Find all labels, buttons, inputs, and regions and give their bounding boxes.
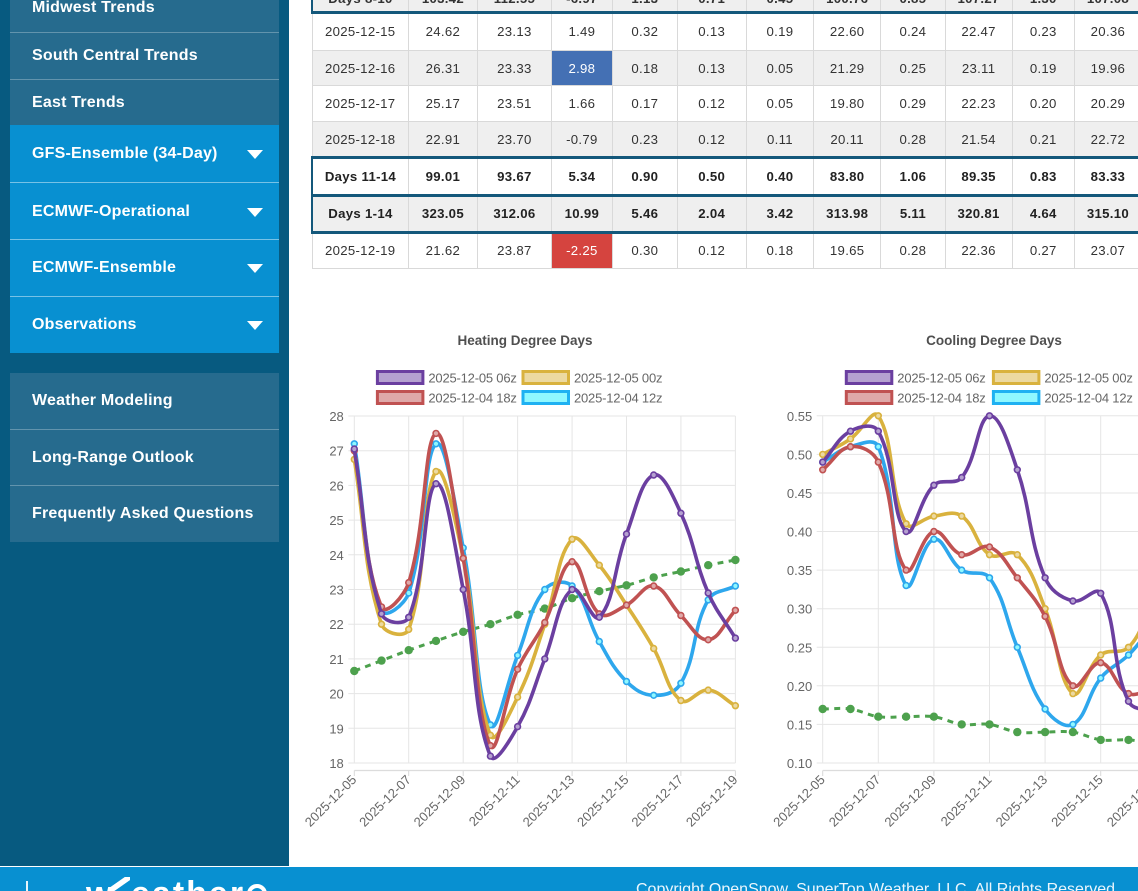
svg-text:0.45: 0.45: [787, 486, 812, 501]
svg-text:2025-12-13: 2025-12-13: [993, 772, 1051, 830]
svg-text:0.55: 0.55: [787, 409, 812, 424]
svg-text:Heating Degree Days: Heating Degree Days: [457, 333, 592, 348]
svg-text:2025-12-04 12z: 2025-12-04 12z: [574, 391, 662, 406]
svg-text:24: 24: [329, 548, 343, 563]
svg-text:0.30: 0.30: [787, 602, 812, 617]
svg-text:2025-12-13: 2025-12-13: [520, 772, 578, 830]
svg-text:2025-12-05: 2025-12-05: [770, 772, 828, 830]
svg-text:2025-12-11: 2025-12-11: [466, 772, 523, 829]
svg-text:2025-12-09: 2025-12-09: [881, 772, 939, 830]
svg-text:2025-12-11: 2025-12-11: [938, 772, 995, 829]
svg-text:27: 27: [329, 444, 343, 459]
svg-text:20: 20: [329, 687, 343, 702]
svg-text:2025-12-05 06z: 2025-12-05 06z: [428, 371, 516, 386]
svg-text:2025-12-07: 2025-12-07: [356, 772, 414, 830]
svg-text:23: 23: [329, 583, 343, 598]
svg-text:Cooling Degree Days: Cooling Degree Days: [926, 333, 1062, 348]
svg-text:25: 25: [329, 513, 343, 528]
svg-text:28: 28: [329, 409, 343, 424]
svg-text:2025-12-04 18z: 2025-12-04 18z: [897, 391, 985, 406]
svg-text:2025-12-15: 2025-12-15: [1048, 772, 1106, 830]
svg-text:2025-12-09: 2025-12-09: [411, 772, 469, 830]
svg-text:18: 18: [329, 756, 343, 771]
svg-text:0.40: 0.40: [787, 525, 812, 540]
svg-text:2025-12-05 00z: 2025-12-05 00z: [1044, 371, 1132, 386]
svg-text:2025-12-17: 2025-12-17: [628, 772, 686, 830]
svg-text:2025-12-07: 2025-12-07: [826, 772, 884, 830]
svg-text:21: 21: [329, 652, 343, 667]
svg-text:0.35: 0.35: [787, 563, 812, 578]
svg-text:0.10: 0.10: [787, 756, 812, 771]
svg-text:2025-12-19: 2025-12-19: [683, 772, 741, 830]
svg-text:19: 19: [329, 721, 343, 736]
svg-text:0.20: 0.20: [787, 679, 812, 694]
svg-text:2025-12-04 12z: 2025-12-04 12z: [1044, 391, 1132, 406]
svg-text:2025-12-05: 2025-12-05: [302, 772, 360, 830]
svg-text:0.25: 0.25: [787, 640, 812, 655]
svg-text:2025-12-15: 2025-12-15: [574, 772, 632, 830]
svg-text:0.15: 0.15: [787, 717, 812, 732]
svg-text:2025-12-04 18z: 2025-12-04 18z: [428, 391, 516, 406]
svg-text:26: 26: [329, 478, 343, 493]
svg-text:2025-12-05 00z: 2025-12-05 00z: [574, 371, 662, 386]
svg-text:2025-12-17: 2025-12-17: [1104, 772, 1138, 830]
svg-text:2025-12-05 06z: 2025-12-05 06z: [897, 371, 985, 386]
svg-text:0.50: 0.50: [787, 447, 812, 462]
svg-text:22: 22: [329, 617, 343, 632]
